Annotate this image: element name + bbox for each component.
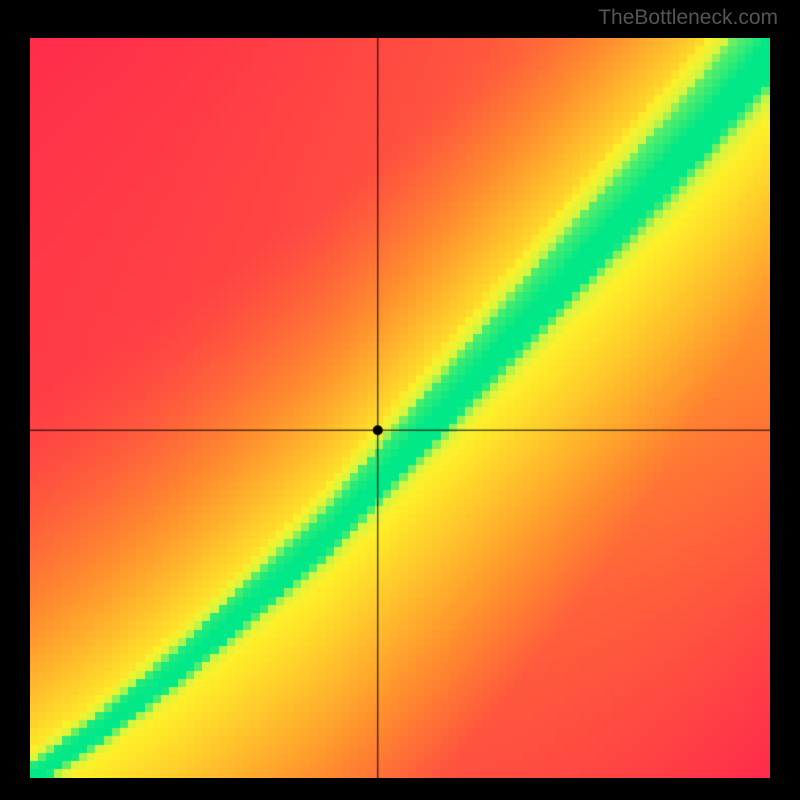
heatmap-canvas [30,38,770,778]
chart-container: TheBottleneck.com [0,0,800,800]
heatmap-plot [30,38,770,778]
watermark-text: TheBottleneck.com [598,6,778,30]
